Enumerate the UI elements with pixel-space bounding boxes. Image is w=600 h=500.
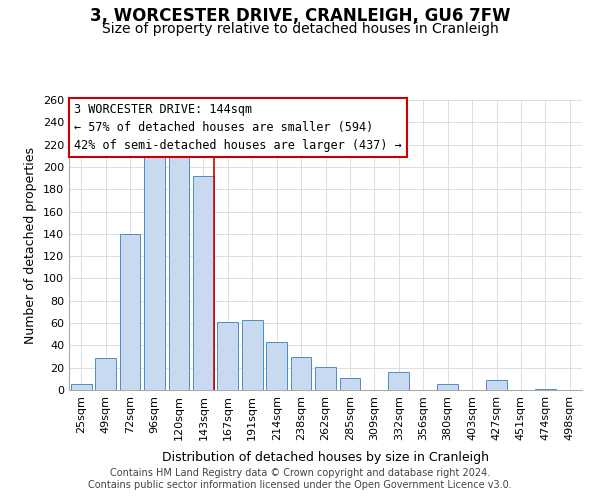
Bar — [95, 358, 116, 390]
Bar — [119, 234, 140, 390]
Bar — [242, 320, 263, 390]
Text: 3, WORCESTER DRIVE, CRANLEIGH, GU6 7FW: 3, WORCESTER DRIVE, CRANLEIGH, GU6 7FW — [90, 8, 510, 26]
Bar — [315, 366, 336, 390]
Text: Size of property relative to detached houses in Cranleigh: Size of property relative to detached ho… — [101, 22, 499, 36]
Text: Contains HM Land Registry data © Crown copyright and database right 2024.: Contains HM Land Registry data © Crown c… — [110, 468, 490, 477]
Bar — [437, 384, 458, 390]
Bar — [71, 384, 92, 390]
Bar — [266, 342, 287, 390]
Bar — [193, 176, 214, 390]
Bar — [388, 372, 409, 390]
Text: Contains public sector information licensed under the Open Government Licence v3: Contains public sector information licen… — [88, 480, 512, 490]
Bar — [486, 380, 507, 390]
Bar — [169, 156, 190, 390]
Bar — [290, 356, 311, 390]
X-axis label: Distribution of detached houses by size in Cranleigh: Distribution of detached houses by size … — [162, 451, 489, 464]
Bar — [535, 389, 556, 390]
Bar — [217, 322, 238, 390]
Bar — [144, 152, 165, 390]
Text: 3 WORCESTER DRIVE: 144sqm
← 57% of detached houses are smaller (594)
42% of semi: 3 WORCESTER DRIVE: 144sqm ← 57% of detac… — [74, 103, 402, 152]
Bar — [340, 378, 361, 390]
Y-axis label: Number of detached properties: Number of detached properties — [25, 146, 37, 344]
